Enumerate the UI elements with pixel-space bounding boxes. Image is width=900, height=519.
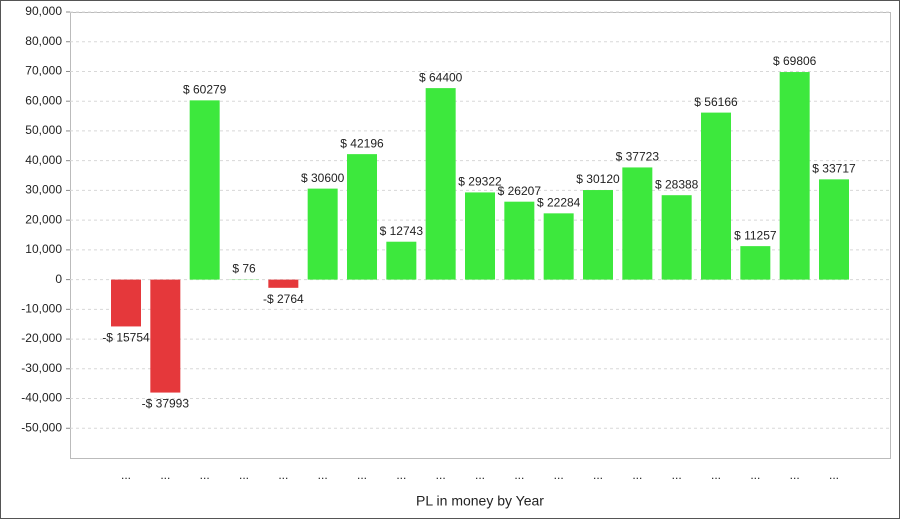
value-label: $ 64400	[419, 70, 463, 84]
value-label: $ 42196	[340, 136, 384, 150]
bar	[386, 241, 417, 280]
y-tick-label: -20,000	[21, 331, 62, 345]
x-tick-label: ...	[790, 468, 800, 482]
value-label: -$ 15754	[102, 331, 150, 345]
y-tick-label: 40,000	[25, 153, 62, 167]
x-tick-label: ...	[829, 468, 839, 482]
bar	[504, 201, 535, 280]
x-tick-label: ...	[750, 468, 760, 482]
x-tick-label: ...	[396, 468, 406, 482]
bar	[740, 246, 771, 280]
y-tick-label: -40,000	[21, 391, 62, 405]
value-label: $ 33717	[812, 162, 856, 176]
bar	[150, 279, 181, 393]
bar	[583, 190, 613, 280]
value-label: $ 29322	[458, 175, 502, 189]
x-tick-label: ...	[514, 468, 524, 482]
y-tick-label: -10,000	[21, 302, 62, 316]
value-label: $ 12743	[380, 224, 424, 238]
value-label: $ 11257	[734, 228, 777, 242]
value-label: $ 28388	[655, 177, 699, 191]
x-tick-label: ...	[436, 468, 446, 482]
bar	[819, 179, 849, 280]
bar	[701, 112, 731, 280]
bar	[111, 279, 141, 327]
value-label: $ 69806	[773, 54, 817, 68]
x-tick-label: ...	[554, 468, 564, 482]
y-tick-label: 60,000	[25, 93, 62, 107]
bar	[189, 100, 220, 280]
bar	[622, 167, 653, 280]
y-tick-label: 90,000	[25, 4, 62, 18]
value-label: $ 76	[232, 262, 256, 276]
bar	[779, 72, 810, 280]
value-label: -$ 37993	[142, 397, 190, 411]
y-tick-label: 0	[55, 272, 62, 286]
value-label: $ 56166	[694, 95, 738, 109]
x-tick-label: ...	[475, 468, 485, 482]
bar	[307, 188, 338, 280]
x-tick-label: ...	[672, 468, 682, 482]
x-tick-label: ...	[711, 468, 721, 482]
bar	[347, 154, 377, 280]
x-tick-label: ...	[632, 468, 642, 482]
x-tick-label: ...	[160, 468, 170, 482]
value-label: $ 30600	[301, 171, 345, 185]
y-tick-label: 80,000	[25, 34, 62, 48]
y-tick-label: 50,000	[25, 123, 62, 137]
x-tick-label: ...	[318, 468, 328, 482]
bar	[268, 279, 299, 288]
bar	[465, 192, 495, 280]
value-label: $ 30120	[576, 172, 620, 186]
value-label: $ 37723	[616, 150, 660, 164]
value-label: $ 60279	[183, 83, 227, 97]
y-tick-label: 10,000	[25, 242, 62, 256]
bar	[425, 88, 456, 280]
x-tick-label: ...	[200, 468, 210, 482]
bar	[661, 195, 692, 280]
x-tick-label: ...	[278, 468, 288, 482]
y-tick-label: 20,000	[25, 212, 62, 226]
x-tick-label: ...	[593, 468, 603, 482]
y-tick-label: 70,000	[25, 64, 62, 78]
y-tick-label: -50,000	[21, 420, 62, 434]
value-label: -$ 2764	[263, 292, 304, 306]
y-tick-label: -30,000	[21, 361, 62, 375]
bar	[543, 213, 574, 280]
value-label: $ 26207	[498, 184, 542, 198]
x-tick-label: ...	[121, 468, 131, 482]
x-tick-label: ...	[239, 468, 249, 482]
x-tick-label: ...	[357, 468, 367, 482]
value-label: $ 22284	[537, 196, 581, 210]
y-tick-label: 30,000	[25, 183, 62, 197]
x-axis-title: PL in money by Year	[416, 493, 544, 509]
